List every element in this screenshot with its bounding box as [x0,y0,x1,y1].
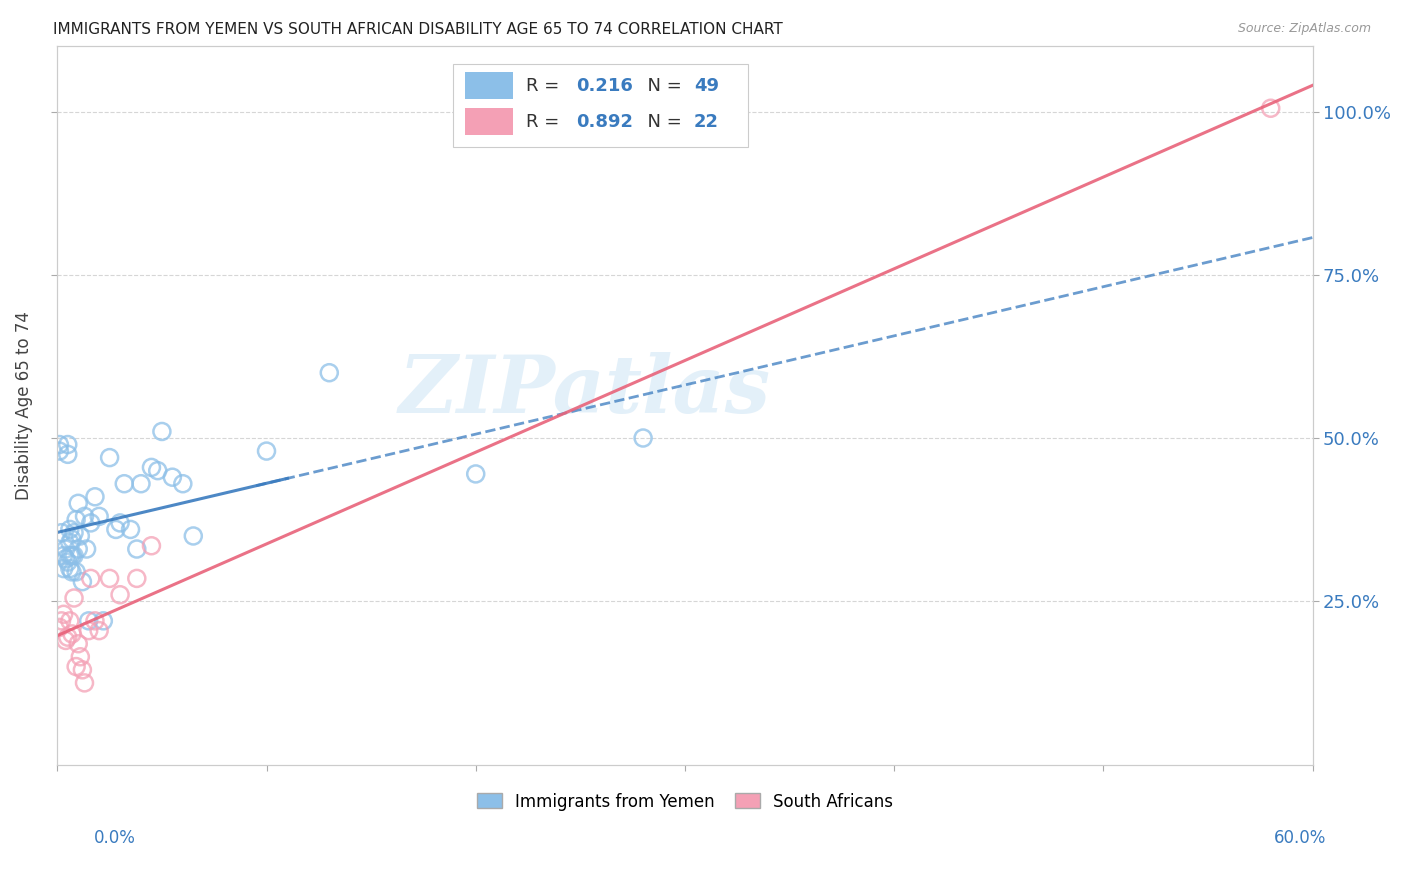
Text: 60.0%: 60.0% [1274,830,1327,847]
Point [73,509,96,524]
Point [56,630,79,644]
Point [77,614,100,628]
Text: N =: N = [636,112,688,130]
Point [464,467,486,481]
Point [129,476,152,491]
Point [73,676,96,690]
Point [51,614,73,628]
Point [60,565,83,579]
Point [84,614,107,628]
Point [125,571,148,585]
Point [67,541,90,556]
Point [59,561,82,575]
Point [59,549,82,563]
Point [65,659,87,673]
Point [48,437,70,451]
Point [125,541,148,556]
Point [63,525,86,540]
Y-axis label: Disability Age 65 to 74: Disability Age 65 to 74 [15,311,32,500]
Text: Source: ZipAtlas.com: Source: ZipAtlas.com [1237,22,1371,36]
Point [48,444,70,458]
Point [67,637,90,651]
Point [65,513,87,527]
Point [52,607,75,622]
Point [98,571,121,585]
Point [172,476,194,491]
Text: 0.216: 0.216 [575,77,633,95]
Point [1260,101,1282,115]
Point [65,565,87,579]
Point [60,533,83,547]
Point [51,525,73,540]
Point [55,541,77,556]
Point [146,464,169,478]
Point [108,516,131,530]
Text: ZIPatlas: ZIPatlas [398,352,770,430]
Point [72,574,94,589]
Text: IMMIGRANTS FROM YEMEN VS SOUTH AFRICAN DISABILITY AGE 65 TO 74 CORRELATION CHART: IMMIGRANTS FROM YEMEN VS SOUTH AFRICAN D… [53,22,783,37]
Point [59,614,82,628]
Text: R =: R = [526,77,565,95]
FancyBboxPatch shape [465,108,513,136]
Text: 22: 22 [693,112,718,130]
Point [55,551,77,566]
Point [69,529,91,543]
Point [150,425,173,439]
Text: R =: R = [526,112,565,130]
Legend: Immigrants from Yemen, South Africans: Immigrants from Yemen, South Africans [470,786,900,817]
Point [91,614,114,628]
Point [55,633,77,648]
Point [181,529,204,543]
Point [120,523,142,537]
Point [98,450,121,465]
Point [77,624,100,638]
Point [60,549,83,563]
FancyBboxPatch shape [465,72,513,99]
Point [56,447,79,461]
Point [89,624,111,638]
Point [89,509,111,524]
Point [108,588,131,602]
Point [56,437,79,451]
Text: 0.892: 0.892 [575,112,633,130]
Point [80,571,103,585]
Point [318,366,340,380]
Text: N =: N = [636,77,688,95]
Point [52,561,75,575]
Point [84,490,107,504]
Point [67,496,90,510]
Point [141,460,163,475]
Point [141,539,163,553]
Point [48,620,70,634]
Point [69,649,91,664]
Point [76,541,98,556]
Text: 0.0%: 0.0% [94,830,136,847]
Point [60,627,83,641]
Point [80,516,103,530]
Point [72,663,94,677]
Point [52,549,75,563]
Point [631,431,654,445]
Point [112,476,135,491]
Point [56,555,79,569]
Point [63,549,86,563]
Text: 49: 49 [693,77,718,95]
Point [59,523,82,537]
Point [162,470,184,484]
Point [63,591,86,605]
FancyBboxPatch shape [453,64,748,147]
Point [256,444,278,458]
Point [104,523,127,537]
Point [59,535,82,549]
